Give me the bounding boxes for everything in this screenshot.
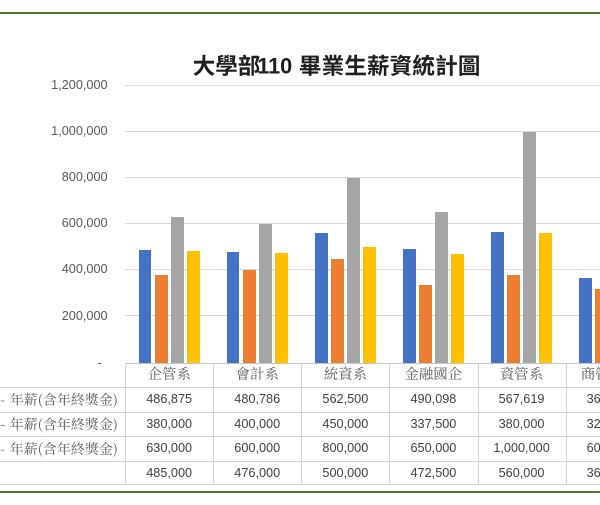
svg-text:110: 110 <box>257 53 292 78</box>
